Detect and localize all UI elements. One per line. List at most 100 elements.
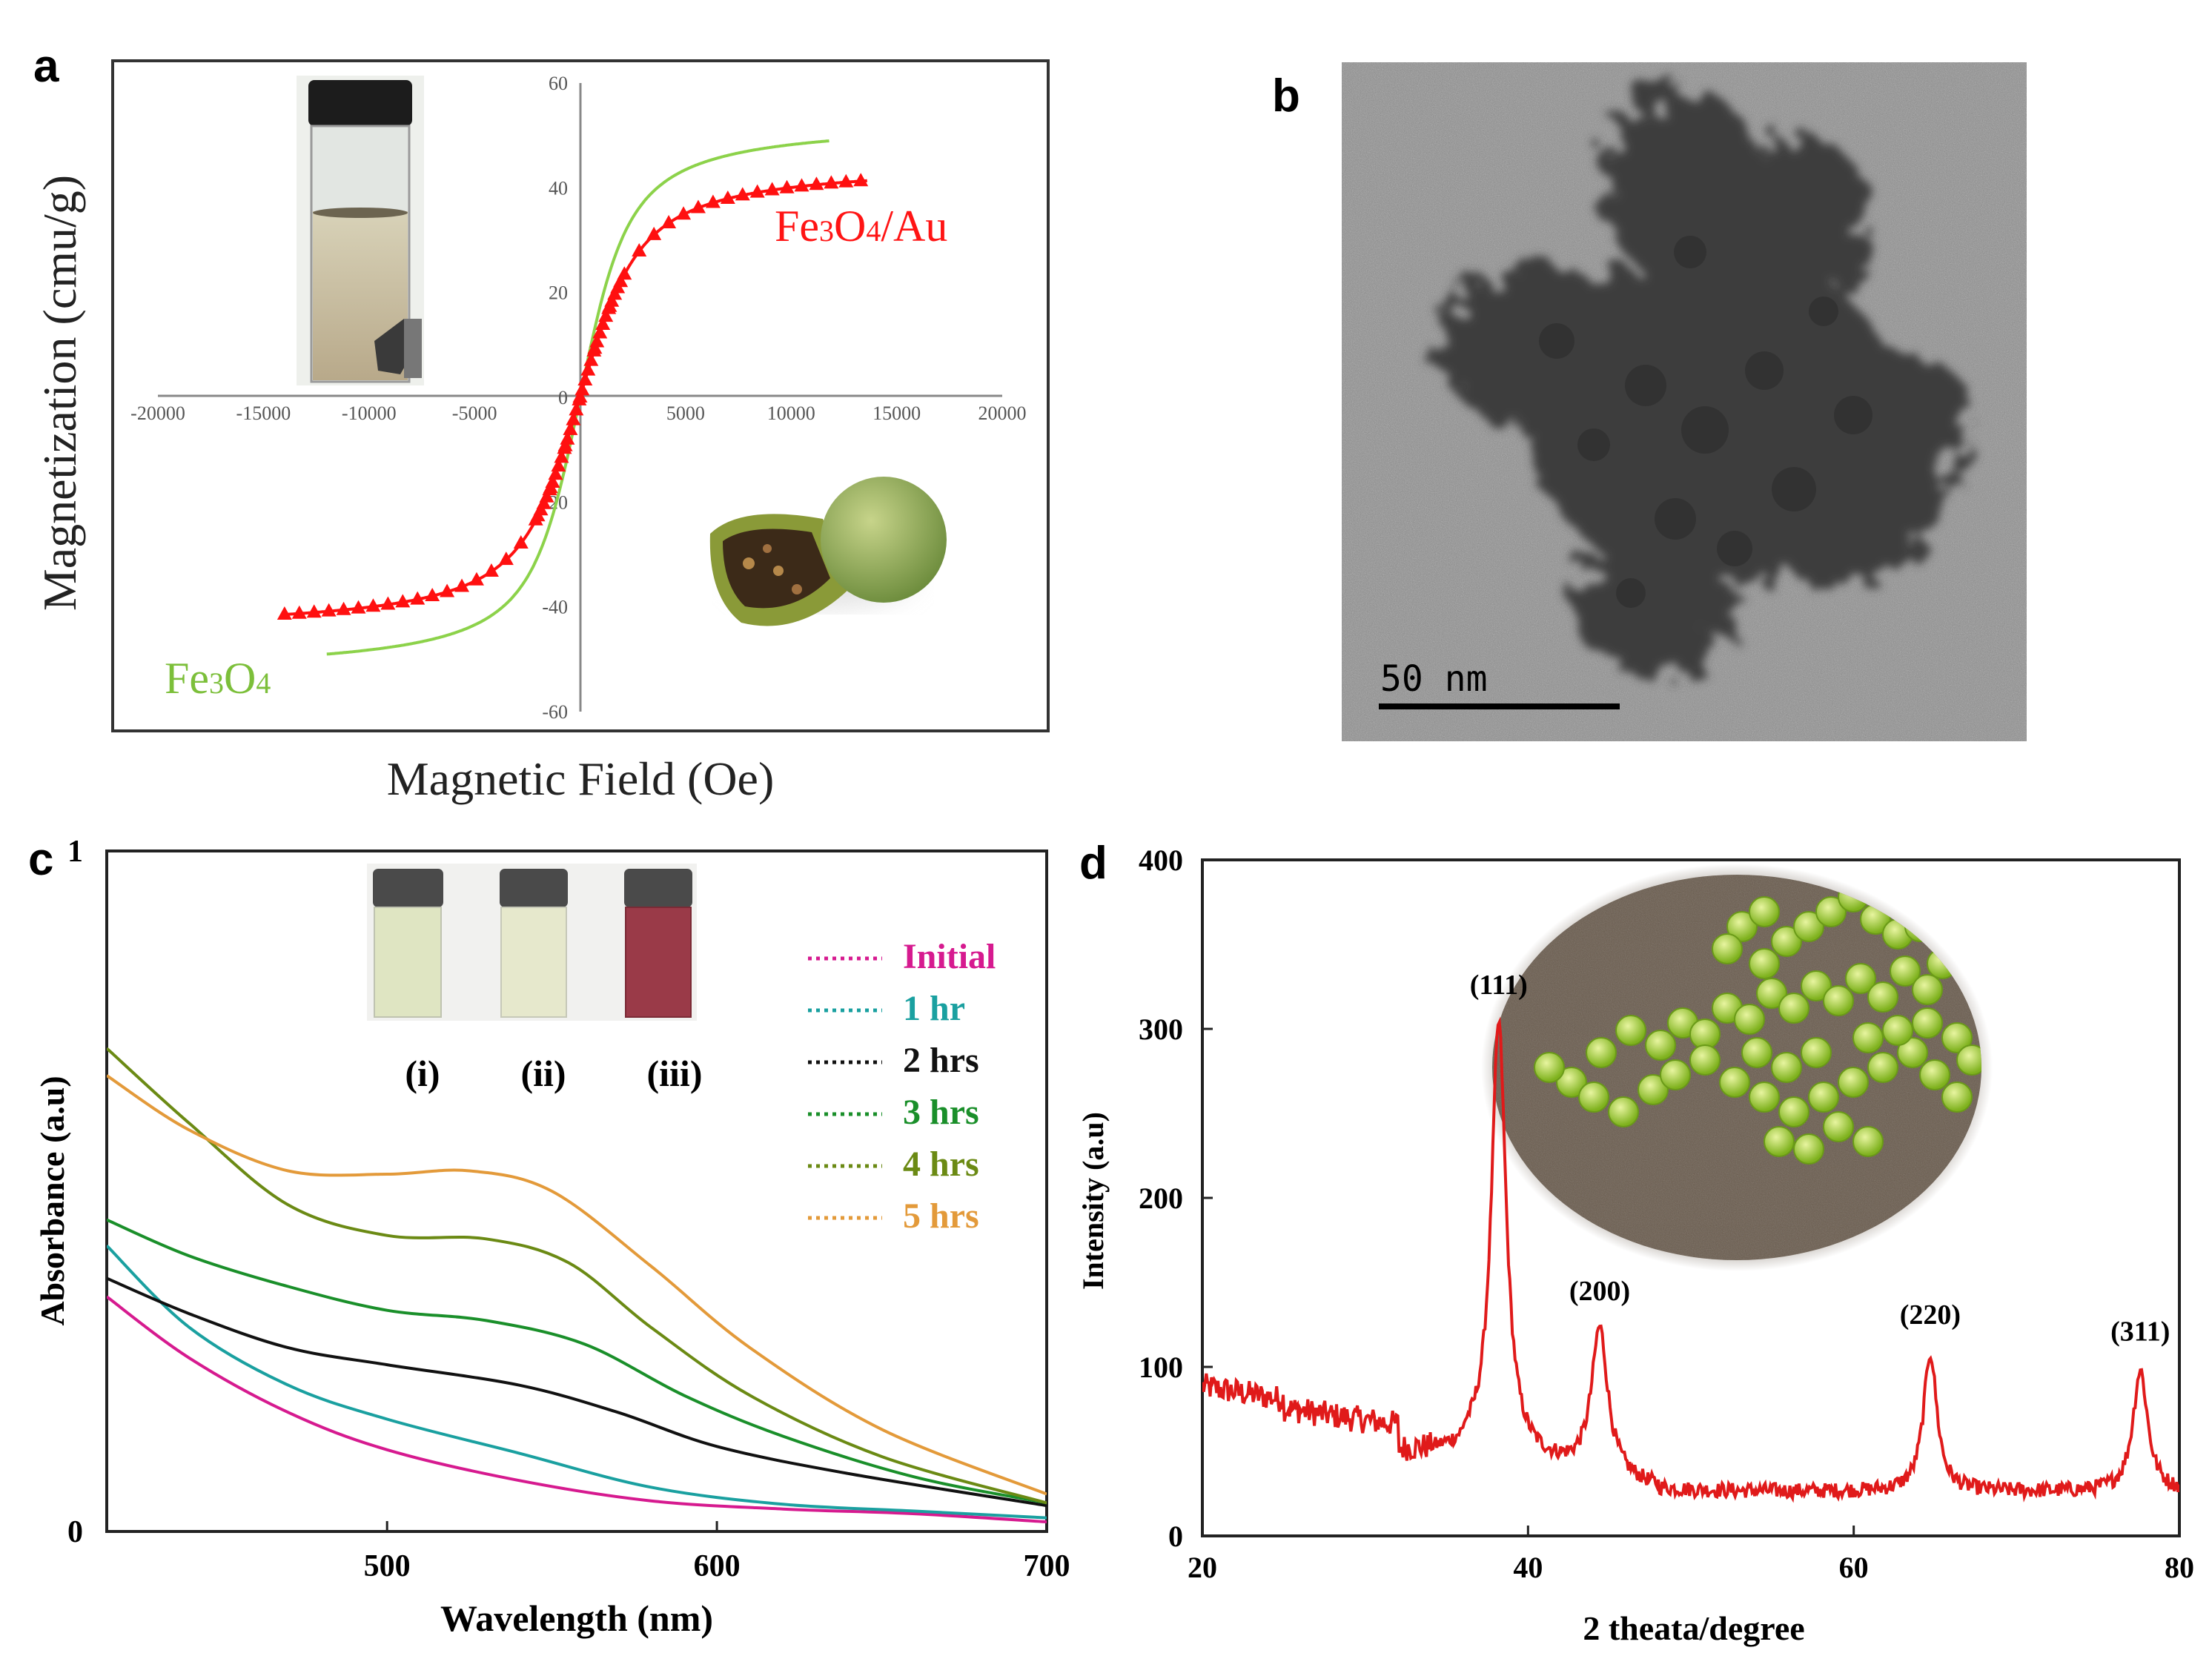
seaweed-bead <box>1638 1074 1669 1105</box>
seaweed-bead <box>1941 1082 1973 1113</box>
seaweed-bead <box>1556 1067 1587 1098</box>
seaweed-bead <box>1845 963 1876 994</box>
seaweed-bead <box>1734 1004 1765 1035</box>
seaweed-bead <box>1645 1030 1676 1061</box>
fe3o4-au-marker <box>853 173 869 187</box>
seaweed-bead <box>1919 1059 1950 1090</box>
vial-label-i: (i) <box>405 1053 440 1094</box>
fe3o4-au-marker <box>291 605 307 619</box>
fe3o4-au-marker <box>705 194 721 208</box>
a-xtick-label: 10000 <box>767 403 815 424</box>
panel-a: a -20000 -15000 -10000 -5000 5000 10000 15000 2… <box>33 41 1050 805</box>
seaweed-bead <box>1912 1007 1943 1039</box>
seaweed-bead <box>1615 1015 1646 1046</box>
fe3o4-au-marker <box>572 391 587 405</box>
seaweed-bead <box>1912 974 1943 1005</box>
a-ytick-label: 0 <box>558 387 568 408</box>
c-legend-label: Initial <box>903 937 996 976</box>
seaweed-bead <box>1719 1067 1750 1098</box>
seaweed-bead <box>1793 1133 1824 1165</box>
c-ytick-label: 1 <box>67 835 83 869</box>
panel-a-x-ticks: -20000 -15000 -10000 -5000 5000 10000 15000 200… <box>130 403 1026 424</box>
a-ytick-label: -40 <box>542 597 568 618</box>
c-xtick-label: 700 <box>1024 1549 1070 1583</box>
fe3o4-au-marker <box>468 572 484 586</box>
seaweed-bead <box>1756 978 1787 1009</box>
fe3o4-au-marker <box>454 578 470 592</box>
fe3o4-au-marker <box>557 440 572 454</box>
a-ytick-label: -60 <box>542 701 568 723</box>
seaweed-bead <box>1608 1096 1639 1127</box>
fe3o4-au-label: Fe3O4/Au <box>775 202 947 251</box>
seaweed-bead <box>1712 933 1743 964</box>
fe3o4-au-marker <box>566 411 581 425</box>
panel-c-ylabel: Absorbance (a.u) <box>33 1076 71 1325</box>
fe3o4-au-marker <box>720 190 735 204</box>
fe3o4-au-marker <box>560 431 575 445</box>
a-xtick-label: -20000 <box>130 403 185 424</box>
seaweed-bead <box>1882 1015 1913 1046</box>
seaweed-bead <box>1726 911 1758 942</box>
vial-with-magnet-photo <box>297 76 424 385</box>
seaweed-bead <box>1801 970 1832 1001</box>
d-ytick-label: 0 <box>1168 1520 1183 1553</box>
seaweed-bead <box>1867 1052 1898 1083</box>
seaweed-bead <box>1815 896 1847 927</box>
seaweed-bead <box>1749 948 1780 979</box>
vial-i <box>373 869 443 1018</box>
panel-c-label: c <box>28 834 53 885</box>
fe3o4-au-marker <box>601 300 617 314</box>
fe3o4-au-marker <box>498 552 514 566</box>
seaweed-bead <box>1793 911 1824 942</box>
d-xtick-label: 60 <box>1839 1551 1869 1584</box>
c-series-3-hrs <box>107 1218 1047 1505</box>
fe3o4-au-marker <box>809 176 824 191</box>
fe3o4-au-marker <box>542 482 557 496</box>
fe3o4-au-marker <box>569 402 584 416</box>
fe3o4-au-marker <box>661 214 677 228</box>
fe3o4-au-marker <box>574 382 590 396</box>
fe3o4-au-marker <box>764 182 780 196</box>
c-legend-label: 3 hrs <box>903 1093 979 1132</box>
seaweed-bead <box>1778 1096 1809 1127</box>
d-ytick-label: 200 <box>1139 1182 1183 1215</box>
d-peak-label: (311) <box>2110 1316 2170 1348</box>
c-series-4-hrs <box>107 1047 1047 1505</box>
d-xtick-label: 80 <box>2165 1551 2194 1584</box>
panel-d-label: d <box>1079 838 1107 889</box>
fe3o4-au-marker <box>794 178 809 192</box>
fe3o4-au-marker <box>676 206 692 220</box>
seaweed-bead <box>1890 955 1921 987</box>
seaweed-bead <box>1534 1052 1565 1083</box>
seaweed-bead <box>1897 1037 1928 1068</box>
fe3o4-au-marker <box>548 466 563 480</box>
d-ytick-label: 300 <box>1139 1013 1183 1046</box>
fruit-photo <box>709 477 947 626</box>
c-xtick-label: 500 <box>364 1549 411 1583</box>
fe3o4-au-marker <box>425 588 440 602</box>
seaweed-bead <box>1867 981 1898 1013</box>
fe3o4-au-marker <box>646 226 662 240</box>
tem-image: 50 nm <box>1342 62 2027 741</box>
fe3o4-au-marker <box>613 274 629 288</box>
xrd-peak-labels: (111) (200) (220) (311) <box>1470 970 2170 1347</box>
fe3o4-au-marker <box>563 421 578 435</box>
a-xtick-label: -10000 <box>342 403 397 424</box>
panel-b: b 50 nm <box>1272 62 2027 741</box>
a-xtick-label: 20000 <box>978 403 1027 424</box>
d-peak-label: (220) <box>1900 1299 1961 1331</box>
seaweed-bead <box>1808 1082 1839 1113</box>
seaweed-bead <box>1956 1044 1981 1076</box>
d-peak-label: (200) <box>1569 1276 1630 1307</box>
a-ytick-label: 20 <box>549 282 568 304</box>
fe3o4-au-marker <box>365 598 381 612</box>
fe3o4-au-marker <box>513 535 529 549</box>
fe3o4-au-marker <box>690 199 706 213</box>
panel-c-curves <box>107 1047 1047 1524</box>
seaweed-bead <box>1764 1126 1795 1157</box>
seaweed-bead <box>1749 1082 1780 1113</box>
seaweed-plant-photo <box>1481 864 1993 1271</box>
fe3o4-au-marker <box>598 308 614 322</box>
xrd-curve <box>1202 1016 2179 1503</box>
seaweed-bead <box>1941 1022 1973 1053</box>
